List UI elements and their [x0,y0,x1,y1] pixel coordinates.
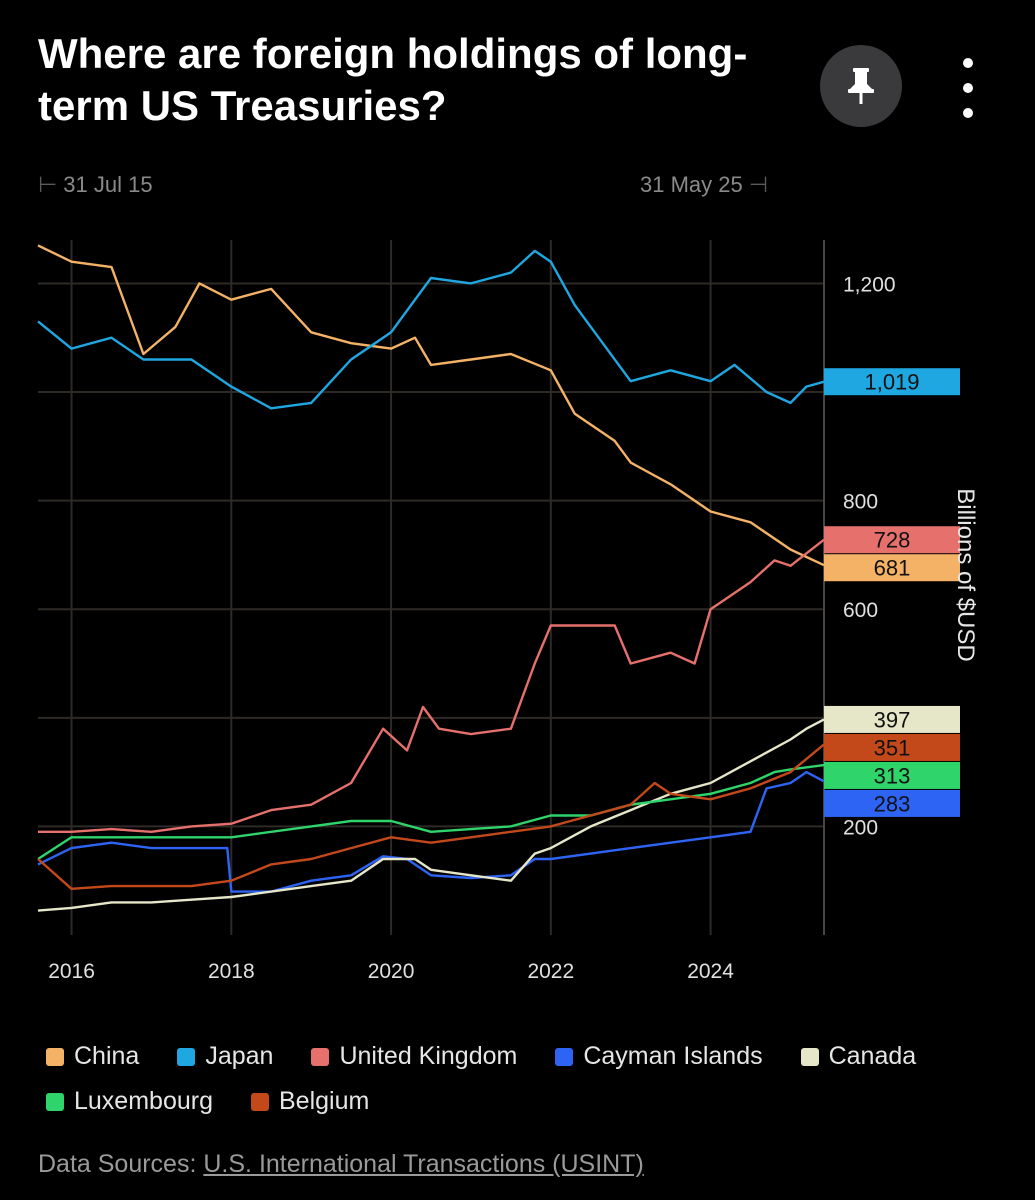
x-axis-ticks: 2016 2018 2020 2022 2024 [48,960,734,983]
range-start-bracket-icon: ⊢ [38,172,64,197]
legend-swatch [46,1092,64,1111]
svg-text:313: 313 [874,763,911,788]
range-end[interactable]: 31 May 25 ⊣ [640,172,768,198]
range-end-bracket-icon: ⊣ [742,172,769,197]
series-line-japan [37,249,825,410]
pin-button[interactable] [820,45,902,127]
value-badge-japan: 1,019 [824,368,960,396]
pin-icon [848,68,874,104]
x-tick-label: 2024 [687,960,734,983]
legend-swatch [800,1047,819,1066]
x-tick-label: 2016 [48,960,95,983]
chart-grid [38,240,825,935]
legend-swatch [555,1047,574,1066]
legend-label: Canada [828,1042,917,1070]
page-title: Where are foreign holdings of long-term … [38,30,748,129]
svg-text:681: 681 [874,556,911,581]
y-tick-label: 1,200 [843,273,896,296]
legend-item-canada[interactable]: Canada [800,1042,917,1071]
line-chart: 200 600 800 1,200 2016 2018 2020 2022 2024 1,01… [37,240,979,983]
legend-label: Cayman Islands [583,1042,763,1070]
svg-text:283: 283 [874,791,911,816]
value-badge-cayman-islands: 283 [824,789,960,817]
y-axis-label: Billions of $USD [952,488,979,661]
chart-legend: China Japan United Kingdom Cayman Islands Ca… [46,1042,1006,1116]
series-line-united-kingdom [38,538,825,833]
legend-item-united-kingdom[interactable]: United Kingdom [311,1042,517,1071]
y-tick-label: 600 [843,599,878,622]
legend-swatch [46,1047,64,1066]
x-tick-label: 2022 [527,960,574,983]
legend-item-china[interactable]: China [46,1042,139,1071]
value-badge-belgium: 351 [824,733,960,761]
legend-swatch [311,1047,330,1066]
value-badge-canada: 397 [824,705,960,733]
legend-item-luxembourg[interactable]: Luxembourg [46,1087,213,1116]
series-line-china [37,244,825,567]
last-value-badges: 1,019 728 681 397 351 313 283 [824,368,960,817]
series-line-cayman-islands [37,770,825,893]
legend-label: United Kingdom [339,1042,518,1070]
legend-swatch [177,1047,196,1066]
legend-item-japan[interactable]: Japan [177,1042,273,1071]
x-tick-label: 2020 [368,960,415,983]
svg-text:351: 351 [874,735,911,760]
range-end-label: 31 May 25 [640,172,743,197]
legend-label: Luxembourg [74,1087,213,1115]
legend-item-belgium[interactable]: Belgium [250,1087,370,1116]
chart-lines [37,244,825,912]
value-badge-united-kingdom: 728 [824,526,960,554]
value-badge-luxembourg: 313 [824,761,960,789]
data-source: Data Sources: U.S. International Transac… [38,1150,644,1179]
more-vertical-icon [963,58,973,68]
data-source-label: Data Sources: [38,1150,197,1178]
y-tick-label: 800 [843,491,878,514]
y-axis-ticks: 200 600 800 1,200 [843,273,896,839]
legend-label: China [74,1042,140,1070]
legend-label: Japan [205,1042,274,1070]
legend-label: Belgium [278,1087,370,1115]
range-start-label: 31 Jul 15 [63,172,153,197]
series-line-luxembourg [37,763,825,861]
series-line-canada [37,718,825,912]
legend-item-cayman-islands[interactable]: Cayman Islands [555,1042,763,1071]
series-line-belgium [37,743,825,890]
range-start[interactable]: ⊢ 31 Jul 15 [38,172,153,198]
data-source-link[interactable]: U.S. International Transactions (USINT) [203,1150,644,1178]
value-badge-china: 681 [824,554,960,582]
more-options-button[interactable] [948,58,988,118]
legend-swatch [250,1092,269,1111]
svg-text:1,019: 1,019 [864,370,919,395]
svg-text:397: 397 [874,707,911,732]
svg-text:728: 728 [874,528,911,553]
y-tick-label: 200 [843,816,878,839]
x-tick-label: 2018 [208,960,255,983]
